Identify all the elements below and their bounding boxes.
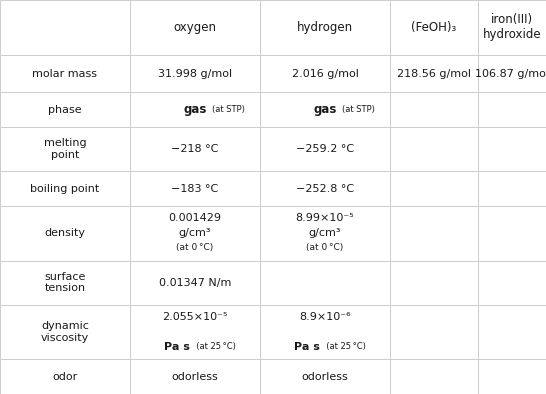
Bar <box>390 171 478 206</box>
Bar <box>260 260 390 305</box>
Text: 8.9×10⁻⁶: 8.9×10⁻⁶ <box>299 312 351 322</box>
Text: hydrogen: hydrogen <box>297 21 353 34</box>
Bar <box>130 305 260 359</box>
Bar <box>130 0 260 55</box>
Bar <box>0 260 130 305</box>
Bar <box>130 55 260 93</box>
Text: 8.99×10⁻⁵: 8.99×10⁻⁵ <box>296 214 354 223</box>
Bar <box>0 93 130 127</box>
Bar <box>478 171 546 206</box>
Text: surface
tension: surface tension <box>44 272 86 294</box>
Text: odorless: odorless <box>171 372 218 382</box>
Bar <box>390 55 478 93</box>
Bar <box>0 359 130 394</box>
Bar <box>478 305 546 359</box>
Bar <box>390 260 478 305</box>
Text: oxygen: oxygen <box>174 21 217 34</box>
Bar <box>390 305 478 359</box>
Text: (at 0 °C): (at 0 °C) <box>306 243 343 253</box>
Text: gas: gas <box>183 103 207 116</box>
Bar <box>478 93 546 127</box>
Text: iron(III)
hydroxide: iron(III) hydroxide <box>483 13 541 41</box>
Text: 2.016 g/mol: 2.016 g/mol <box>292 69 358 78</box>
Bar <box>130 93 260 127</box>
Text: density: density <box>45 228 86 238</box>
Text: g/cm³: g/cm³ <box>308 228 341 238</box>
Bar <box>390 93 478 127</box>
Text: phase: phase <box>48 105 82 115</box>
Text: (FeOH)₃: (FeOH)₃ <box>411 21 456 34</box>
Bar <box>478 359 546 394</box>
Text: (at 0 °C): (at 0 °C) <box>176 243 213 253</box>
Text: −218 °C: −218 °C <box>171 144 219 154</box>
Text: 0.001429: 0.001429 <box>169 214 222 223</box>
Bar <box>260 0 390 55</box>
Text: (at STP): (at STP) <box>212 105 245 114</box>
Text: Pa s: Pa s <box>164 342 190 352</box>
Bar <box>260 55 390 93</box>
Bar <box>478 55 546 93</box>
Text: 0.01347 N/m: 0.01347 N/m <box>159 278 231 288</box>
Text: odorless: odorless <box>301 372 348 382</box>
Bar <box>0 305 130 359</box>
Text: −183 °C: −183 °C <box>171 184 218 193</box>
Bar <box>130 206 260 260</box>
Text: g/cm³: g/cm³ <box>179 228 211 238</box>
Bar <box>478 127 546 171</box>
Text: (at 25 °C): (at 25 °C) <box>191 342 236 351</box>
Text: odor: odor <box>52 372 78 382</box>
Text: (at 25 °C): (at 25 °C) <box>321 342 366 351</box>
Bar <box>260 305 390 359</box>
Bar <box>260 206 390 260</box>
Text: 2.055×10⁻⁵: 2.055×10⁻⁵ <box>162 312 228 322</box>
Text: melting
point: melting point <box>44 138 86 160</box>
Text: molar mass: molar mass <box>33 69 98 78</box>
Bar <box>478 260 546 305</box>
Bar <box>478 206 546 260</box>
Text: 106.87 g/mol: 106.87 g/mol <box>475 69 546 78</box>
Bar <box>260 359 390 394</box>
Text: 218.56 g/mol: 218.56 g/mol <box>397 69 471 78</box>
Bar <box>130 260 260 305</box>
Text: boiling point: boiling point <box>31 184 99 193</box>
Text: −252.8 °C: −252.8 °C <box>296 184 354 193</box>
Text: (at STP): (at STP) <box>342 105 375 114</box>
Text: dynamic
viscosity: dynamic viscosity <box>41 321 89 343</box>
Bar <box>130 127 260 171</box>
Text: −259.2 °C: −259.2 °C <box>296 144 354 154</box>
Bar <box>260 127 390 171</box>
Text: Pa s: Pa s <box>294 342 320 352</box>
Bar <box>390 127 478 171</box>
Bar <box>130 359 260 394</box>
Bar <box>260 171 390 206</box>
Bar <box>130 171 260 206</box>
Bar <box>390 359 478 394</box>
Bar <box>478 0 546 55</box>
Text: 31.998 g/mol: 31.998 g/mol <box>158 69 232 78</box>
Bar <box>0 171 130 206</box>
Bar <box>260 93 390 127</box>
Bar <box>0 206 130 260</box>
Bar <box>390 0 478 55</box>
Bar <box>390 206 478 260</box>
Bar <box>0 0 130 55</box>
Bar <box>0 55 130 93</box>
Text: gas: gas <box>313 103 337 116</box>
Bar <box>0 127 130 171</box>
